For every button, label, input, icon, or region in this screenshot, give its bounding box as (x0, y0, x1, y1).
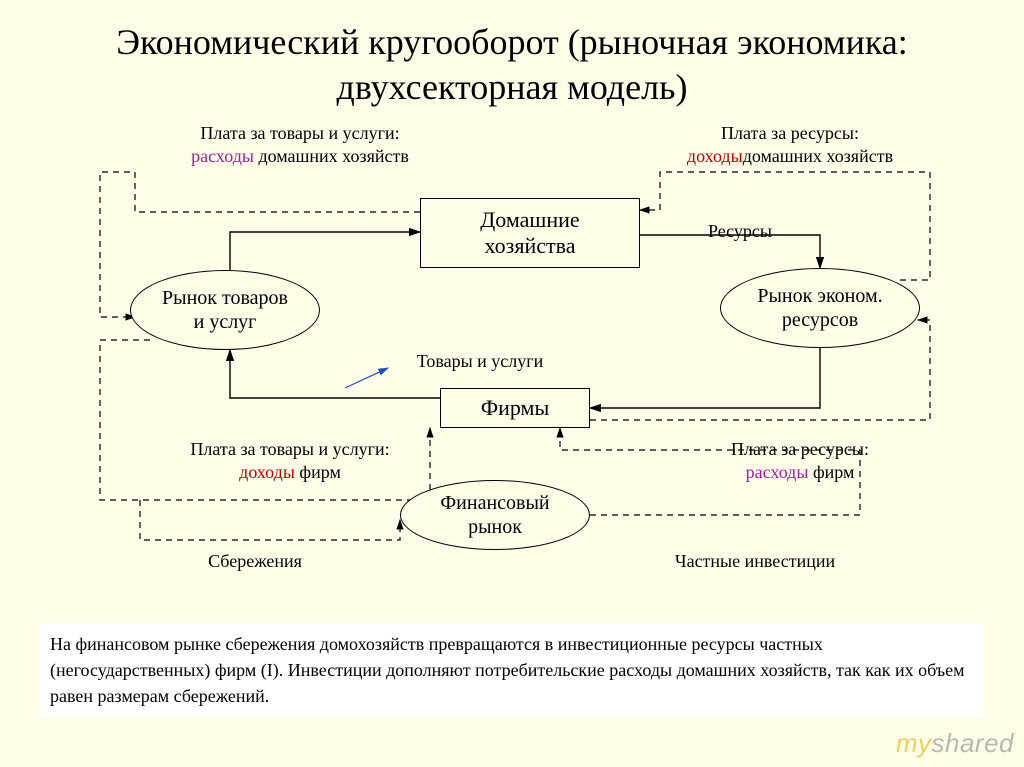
label-resources: Ресурсы (680, 220, 800, 243)
node-financial-market: Финансовый рынок (400, 480, 590, 550)
label-savings: Сбережения (175, 550, 335, 573)
watermark-b: shared (932, 728, 1015, 758)
footer-note: На финансовом рынке сбережения домохозяй… (40, 623, 984, 717)
node-firms: Фирмы (440, 388, 590, 428)
page-title: Экономический кругооборот (рыночная экон… (0, 0, 1024, 120)
label-mid-left: Плата за товары и услуги:доходы фирм (150, 438, 430, 483)
watermark: myshared (896, 728, 1014, 759)
label-top-right: Плата за ресурсы: доходыдомашних хозяйст… (640, 122, 940, 167)
diagram-canvas: Домашние хозяйства Фирмы Рынок товаров и… (0, 120, 1024, 620)
label-goods-services: Товары и услуги (380, 350, 580, 373)
node-households: Домашние хозяйства (420, 198, 640, 268)
node-goods-market: Рынок товаров и услуг (130, 270, 320, 350)
label-top-left: Плата за товары и услуги:расходы домашни… (150, 122, 450, 167)
watermark-a: my (896, 728, 932, 758)
node-resource-market: Рынок эконом. ресурсов (720, 268, 920, 348)
label-investments: Частные инвестиции (640, 550, 870, 573)
label-mid-right: Плата за ресурсы:расходы фирм (680, 438, 920, 483)
